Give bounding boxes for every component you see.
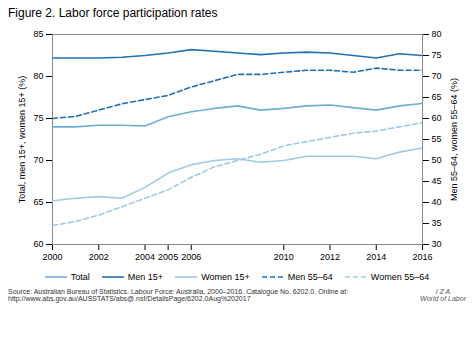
svg-text:75: 75 (432, 50, 442, 60)
svg-text:60: 60 (432, 113, 442, 123)
html-text:Source: Australian Bureau of S: Source: Australian Bureau of Statistics.… (8, 288, 349, 302)
svg-text:85: 85 (33, 29, 43, 39)
svg-text:30: 30 (432, 239, 442, 249)
svg-text:55: 55 (432, 134, 442, 144)
svg-text:75: 75 (33, 113, 43, 123)
svg-text:2006: 2006 (181, 252, 201, 262)
html-text:Total: Total (70, 272, 90, 282)
html-text:Men 55–64: Men 55–64 (287, 272, 333, 282)
svg-text:2012: 2012 (320, 252, 340, 262)
svg-text:2016: 2016 (412, 252, 432, 262)
svg-text:80: 80 (432, 29, 442, 39)
svg-text:2002: 2002 (89, 252, 109, 262)
html-text:I Z A World of Labor: I Z A World of Labor (420, 288, 466, 302)
svg-text:Total, men 15+, women 15+ (%): Total, men 15+, women 15+ (%) (17, 76, 27, 204)
svg-text:2000: 2000 (42, 252, 62, 262)
svg-text:2005: 2005 (158, 252, 178, 262)
svg-text:2004: 2004 (135, 252, 155, 262)
svg-text:Men 55–64, women 55–64 (%): Men 55–64, women 55–64 (%) (449, 78, 459, 201)
svg-text:65: 65 (432, 92, 442, 102)
svg-text:50: 50 (432, 155, 442, 165)
html-text:Figure 2. Labor force particip: Figure 2. Labor force participation rate… (8, 6, 218, 20)
html-text:Women 15+: Women 15+ (201, 272, 250, 282)
svg-text:80: 80 (33, 71, 43, 81)
svg-text:35: 35 (432, 218, 442, 228)
svg-text:2010: 2010 (274, 252, 294, 262)
svg-text:45: 45 (432, 176, 442, 186)
html-text:Women 55–64: Women 55–64 (370, 272, 430, 282)
svg-text:40: 40 (432, 197, 442, 207)
svg-text:65: 65 (33, 197, 43, 207)
svg-text:70: 70 (33, 155, 43, 165)
svg-text:70: 70 (432, 71, 442, 81)
html-text:Men 15+: Men 15+ (127, 272, 164, 282)
svg-text:2014: 2014 (366, 252, 386, 262)
svg-text:60: 60 (33, 239, 43, 249)
